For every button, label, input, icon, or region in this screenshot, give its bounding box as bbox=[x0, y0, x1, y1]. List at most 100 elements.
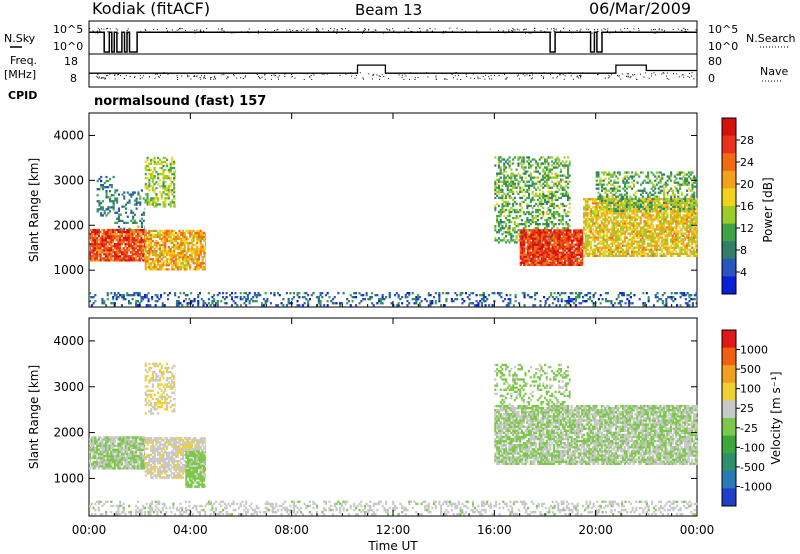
power-cell bbox=[584, 224, 587, 227]
power-cell bbox=[602, 230, 605, 233]
power-cell bbox=[666, 202, 669, 205]
power-cell bbox=[162, 245, 165, 249]
power-cell bbox=[584, 246, 587, 249]
power-cell bbox=[536, 227, 539, 230]
power-cell bbox=[203, 247, 206, 251]
power-cell bbox=[526, 249, 529, 252]
power-cell bbox=[689, 238, 692, 241]
power-cell bbox=[675, 216, 678, 219]
power-cell bbox=[689, 230, 692, 233]
power-cell bbox=[182, 258, 185, 261]
power-cell bbox=[664, 234, 667, 237]
power-cell bbox=[523, 257, 526, 260]
power-cell bbox=[623, 220, 626, 223]
power-cell bbox=[565, 259, 568, 262]
power-cell bbox=[540, 156, 543, 159]
power-cell bbox=[180, 256, 183, 259]
power-cell bbox=[151, 179, 154, 182]
power-cell bbox=[167, 258, 170, 261]
power-cell bbox=[588, 242, 591, 245]
power-cell bbox=[559, 192, 562, 195]
power-cell bbox=[613, 254, 616, 257]
power-cell bbox=[569, 249, 572, 252]
power-cell bbox=[105, 208, 108, 211]
power-cell bbox=[479, 300, 482, 303]
power-cell bbox=[632, 254, 635, 257]
power-cell bbox=[551, 257, 554, 260]
power-cell bbox=[567, 249, 570, 252]
power-cell bbox=[595, 206, 598, 209]
power-cell bbox=[533, 259, 536, 262]
power-cell bbox=[597, 212, 600, 215]
power-cell bbox=[522, 172, 525, 175]
power-cell bbox=[641, 250, 644, 253]
power-cell bbox=[691, 252, 694, 255]
power-cell bbox=[501, 172, 504, 175]
power-cell bbox=[497, 231, 500, 234]
power-cell bbox=[595, 216, 598, 219]
power-cell bbox=[531, 210, 534, 214]
power-cell bbox=[429, 302, 432, 305]
power-cell bbox=[556, 263, 559, 266]
power-cell bbox=[203, 250, 206, 253]
power-cell bbox=[542, 178, 545, 181]
power-cell bbox=[549, 210, 552, 214]
power-cell bbox=[675, 236, 678, 239]
power-cell bbox=[618, 246, 621, 249]
power-cell bbox=[613, 238, 616, 241]
power-cell bbox=[673, 232, 676, 235]
power-cell bbox=[606, 214, 609, 217]
power-cell bbox=[505, 194, 508, 197]
power-cell bbox=[264, 300, 267, 303]
power-cell bbox=[677, 220, 680, 223]
power-cell bbox=[151, 187, 154, 190]
power-cell bbox=[378, 298, 381, 301]
power-cell bbox=[606, 212, 609, 215]
power-cell bbox=[533, 233, 536, 236]
power-cell bbox=[546, 229, 549, 232]
power-cell bbox=[508, 194, 511, 197]
power-cell bbox=[547, 176, 550, 179]
power-cell bbox=[653, 248, 656, 251]
power-cell bbox=[515, 210, 518, 214]
power-cell bbox=[162, 231, 165, 235]
power-cell bbox=[180, 266, 183, 269]
power-cell bbox=[636, 210, 639, 213]
power-cell bbox=[630, 230, 633, 233]
power-cell bbox=[684, 222, 687, 225]
power-cell bbox=[169, 237, 172, 241]
power-cell bbox=[164, 193, 167, 196]
power-cell bbox=[583, 244, 586, 247]
power-cell bbox=[499, 166, 502, 169]
power-cell bbox=[171, 193, 174, 196]
power-cell bbox=[508, 190, 511, 193]
power-cell bbox=[613, 228, 616, 231]
power-cell bbox=[608, 201, 611, 204]
power-cell bbox=[549, 192, 552, 195]
power-cell bbox=[540, 257, 543, 260]
power-cell bbox=[519, 156, 522, 159]
power-cell bbox=[119, 232, 122, 236]
power-cell bbox=[622, 209, 625, 213]
power-cell bbox=[160, 266, 163, 269]
power-cell bbox=[587, 298, 590, 301]
power-cell bbox=[648, 208, 651, 211]
power-cell bbox=[182, 239, 185, 243]
power-cell bbox=[537, 235, 540, 238]
power-cell bbox=[616, 201, 619, 204]
power-cell bbox=[692, 218, 695, 221]
power-cell bbox=[484, 300, 487, 303]
power-cell bbox=[546, 253, 549, 256]
power-cell bbox=[126, 234, 129, 238]
power-cell bbox=[119, 247, 122, 250]
power-cell bbox=[153, 201, 156, 204]
power-cell bbox=[183, 266, 186, 269]
power-cell bbox=[609, 175, 612, 178]
power-cell bbox=[116, 217, 119, 220]
power-cell bbox=[523, 239, 526, 242]
power-cell bbox=[508, 225, 511, 228]
power-cell bbox=[177, 302, 180, 305]
power-cell bbox=[540, 217, 543, 220]
power-cell bbox=[586, 234, 589, 237]
power-cell bbox=[639, 254, 642, 257]
